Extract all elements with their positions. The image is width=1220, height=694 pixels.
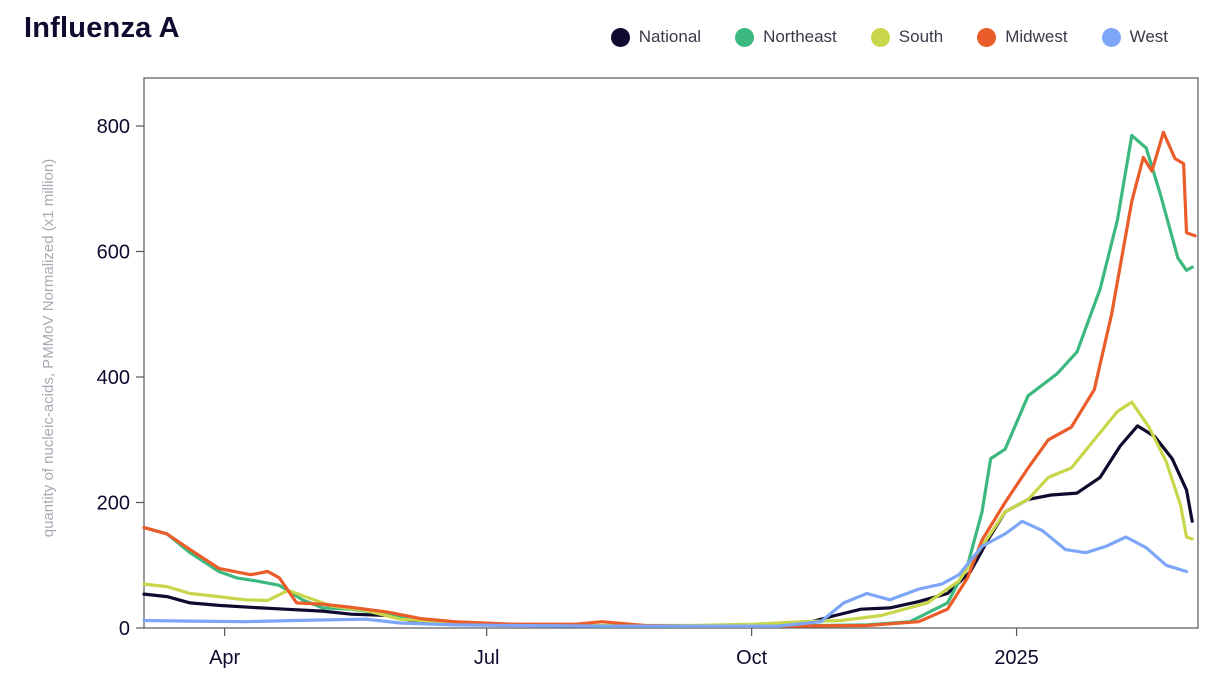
x-tick-label: Jul	[474, 647, 500, 669]
legend-label: Midwest	[1005, 27, 1068, 46]
y-tick-label: 600	[97, 242, 130, 264]
series-line-midwest[interactable]	[142, 130, 1197, 628]
legend-item-national[interactable]: National	[610, 27, 702, 47]
legend-item-south[interactable]: South	[870, 27, 944, 47]
legend-swatch	[1101, 27, 1121, 47]
legend-label: South	[898, 27, 944, 46]
y-axis-title: quantity of nucleic-acids, PMMoV Normali…	[40, 159, 57, 537]
legend-swatch	[870, 27, 890, 47]
y-tick-label: 0	[119, 618, 130, 640]
y-tick-label: 800	[97, 116, 130, 138]
x-tick-label: Oct	[736, 647, 768, 669]
legend-swatch	[610, 27, 630, 47]
y-tick-label: 400	[97, 367, 130, 389]
series-layer	[142, 130, 1197, 628]
legend-label: West	[1129, 27, 1168, 46]
legend-swatch	[735, 27, 755, 47]
axis-layer: 0 200 400 600 800 Apr Jul Oct 2025	[97, 116, 1039, 669]
series-line-northeast[interactable]	[142, 133, 1194, 628]
legend-item-northeast[interactable]: Northeast	[735, 27, 837, 47]
x-tick-label: 2025	[994, 647, 1039, 669]
legend-label: Northeast	[763, 27, 837, 46]
legend-item-west[interactable]: West	[1101, 27, 1168, 47]
series-line-south[interactable]	[142, 400, 1194, 628]
legend-label: National	[638, 27, 702, 46]
x-tick-label: Apr	[209, 647, 240, 669]
plot-frame	[143, 77, 1199, 629]
legend-swatch	[977, 27, 997, 47]
series-line-west[interactable]	[142, 519, 1189, 628]
chart-title: Influenza A	[24, 12, 180, 44]
y-tick-label: 200	[97, 493, 130, 515]
legend-item-midwest[interactable]: Midwest	[977, 27, 1068, 47]
legend: National Northeast South Midwest West	[610, 27, 1168, 47]
series-line-national[interactable]	[142, 424, 1194, 628]
